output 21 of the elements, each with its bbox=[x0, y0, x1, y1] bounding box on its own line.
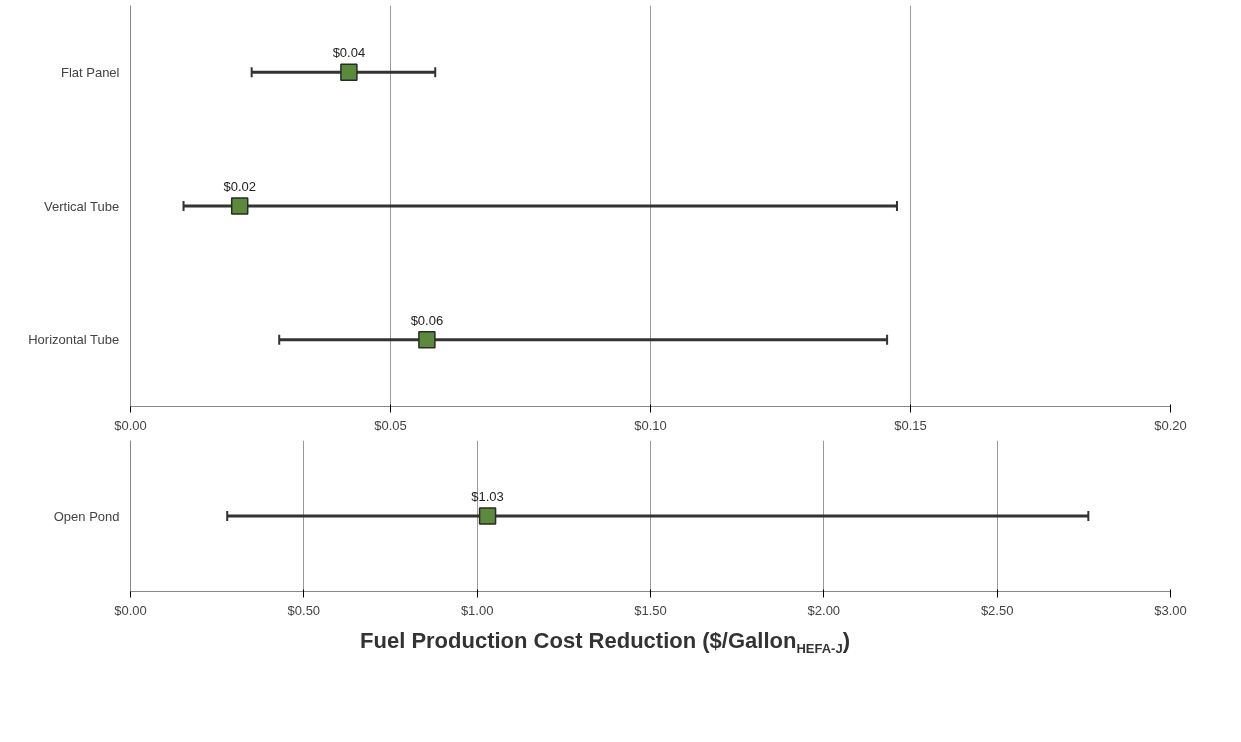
x-axis-title: Fuel Production Cost Reduction ($/Gallon$_{HEFA-J}$) bbox=[359, 627, 851, 659]
y-tick-label: Flat Panel bbox=[60, 64, 120, 80]
y-tick-label: Open Pond bbox=[53, 508, 120, 524]
y-tick-label: Horizontal Tube bbox=[28, 332, 120, 348]
x-tick-label: $0.00 bbox=[114, 602, 147, 618]
x-tick-label: $2.50 bbox=[980, 602, 1014, 618]
x-tick-label: $0.00 bbox=[114, 417, 147, 433]
x-tick-label: $0.20 bbox=[1154, 417, 1187, 433]
data-label: $0.02 bbox=[223, 179, 256, 194]
x-tick-label: $1.00 bbox=[460, 602, 494, 618]
x-tick-label: $2.00 bbox=[807, 602, 841, 618]
x-tick-label: $0.10 bbox=[634, 417, 667, 433]
x-tick-label: $0.15 bbox=[894, 417, 927, 433]
y-tick-label: Vertical Tube bbox=[44, 198, 120, 214]
x-tick-label: $1.50 bbox=[634, 602, 667, 618]
x-tick-label: $0.05 bbox=[374, 417, 407, 433]
data-label: $1.03 bbox=[471, 489, 504, 504]
x-tick-label: $3.00 bbox=[1154, 602, 1187, 618]
data-label: $0.06 bbox=[410, 312, 444, 328]
x-tick-label: $0.50 bbox=[287, 602, 321, 618]
data-label: $0.04 bbox=[332, 45, 366, 61]
